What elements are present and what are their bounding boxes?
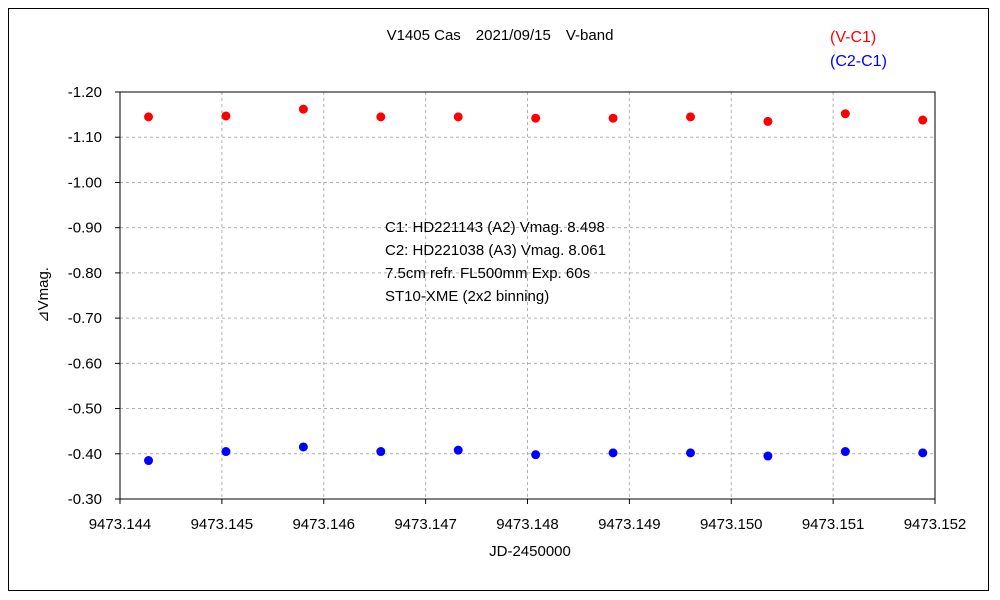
point-v-c1 xyxy=(376,112,386,122)
point-c2-c1 xyxy=(298,442,308,452)
y-tick-label: -0.90 xyxy=(68,220,102,237)
annotation-line-2: C2: HD221038 (A3) Vmag. 8.061 xyxy=(385,242,606,259)
point-v-c1 xyxy=(453,112,463,122)
point-c2-c1 xyxy=(376,447,386,457)
annotation-line-1: C1: HD221143 (A2) Vmag. 8.498 xyxy=(385,219,605,236)
x-tick-label: 9473.146 xyxy=(292,516,355,533)
point-v-c1 xyxy=(531,113,541,123)
annotation-line-4: ST10-XME (2x2 binning) xyxy=(385,288,549,305)
data-points xyxy=(144,104,928,466)
y-tick-label: -0.50 xyxy=(68,401,102,418)
y-tick-label: -1.00 xyxy=(68,174,102,191)
x-axis: 9473.144 9473.145 9473.146 9473.147 9473.148… xyxy=(89,499,967,533)
point-c2-c1 xyxy=(221,447,231,457)
annotation-line-3: 7.5cm refr. FL500mm Exp. 60s xyxy=(385,265,590,282)
y-tick-label: -1.10 xyxy=(68,129,102,146)
x-tick-label: 9473.145 xyxy=(191,516,254,533)
x-tick-label: 9473.151 xyxy=(802,516,865,533)
grid xyxy=(120,92,935,499)
point-v-c1 xyxy=(221,111,231,121)
x-tick-label: 9473.152 xyxy=(904,516,967,533)
y-tick-label: -0.30 xyxy=(68,491,102,508)
y-axis-label: ⊿Vmag. xyxy=(35,267,52,323)
point-c2-c1 xyxy=(763,451,773,461)
x-tick-label: 9473.147 xyxy=(394,516,457,533)
y-tick-label: -0.60 xyxy=(68,355,102,372)
x-tick-label: 9473.144 xyxy=(89,516,152,533)
y-tick-label: -1.20 xyxy=(68,84,102,101)
point-v-c1 xyxy=(686,112,695,122)
legend-entry-c2-c1: (C2-C1) xyxy=(830,53,887,70)
x-tick-label: 9473.150 xyxy=(700,516,763,533)
point-c2-c1 xyxy=(144,456,154,466)
point-c2-c1 xyxy=(531,450,541,460)
x-tick-label: 9473.149 xyxy=(598,516,661,533)
point-c2-c1 xyxy=(918,448,928,458)
y-tick-label: -0.70 xyxy=(68,310,102,327)
y-tick-label: -0.40 xyxy=(68,446,102,463)
x-axis-label: JD-2450000 xyxy=(489,543,571,560)
x-tick-label: 9473.148 xyxy=(496,516,559,533)
legend-entry-v-c1: (V-C1) xyxy=(830,29,876,46)
point-c2-c1 xyxy=(686,448,695,458)
y-axis: -1.20 -1.10 -1.00 -0.90 -0.80 -0.70 -0.60 -0.50… xyxy=(68,84,120,508)
point-v-c1 xyxy=(918,115,928,125)
point-c2-c1 xyxy=(608,448,618,458)
point-v-c1 xyxy=(144,112,154,122)
point-v-c1 xyxy=(298,104,308,114)
point-v-c1 xyxy=(763,116,773,126)
point-c2-c1 xyxy=(453,445,463,455)
y-tick-label: -0.80 xyxy=(68,265,102,282)
point-c2-c1 xyxy=(840,447,850,457)
point-v-c1 xyxy=(840,109,850,119)
chart-title: V1405 Cas 2021/09/15 V-band xyxy=(387,27,614,44)
chart-frame xyxy=(8,8,989,591)
point-v-c1 xyxy=(608,113,618,123)
